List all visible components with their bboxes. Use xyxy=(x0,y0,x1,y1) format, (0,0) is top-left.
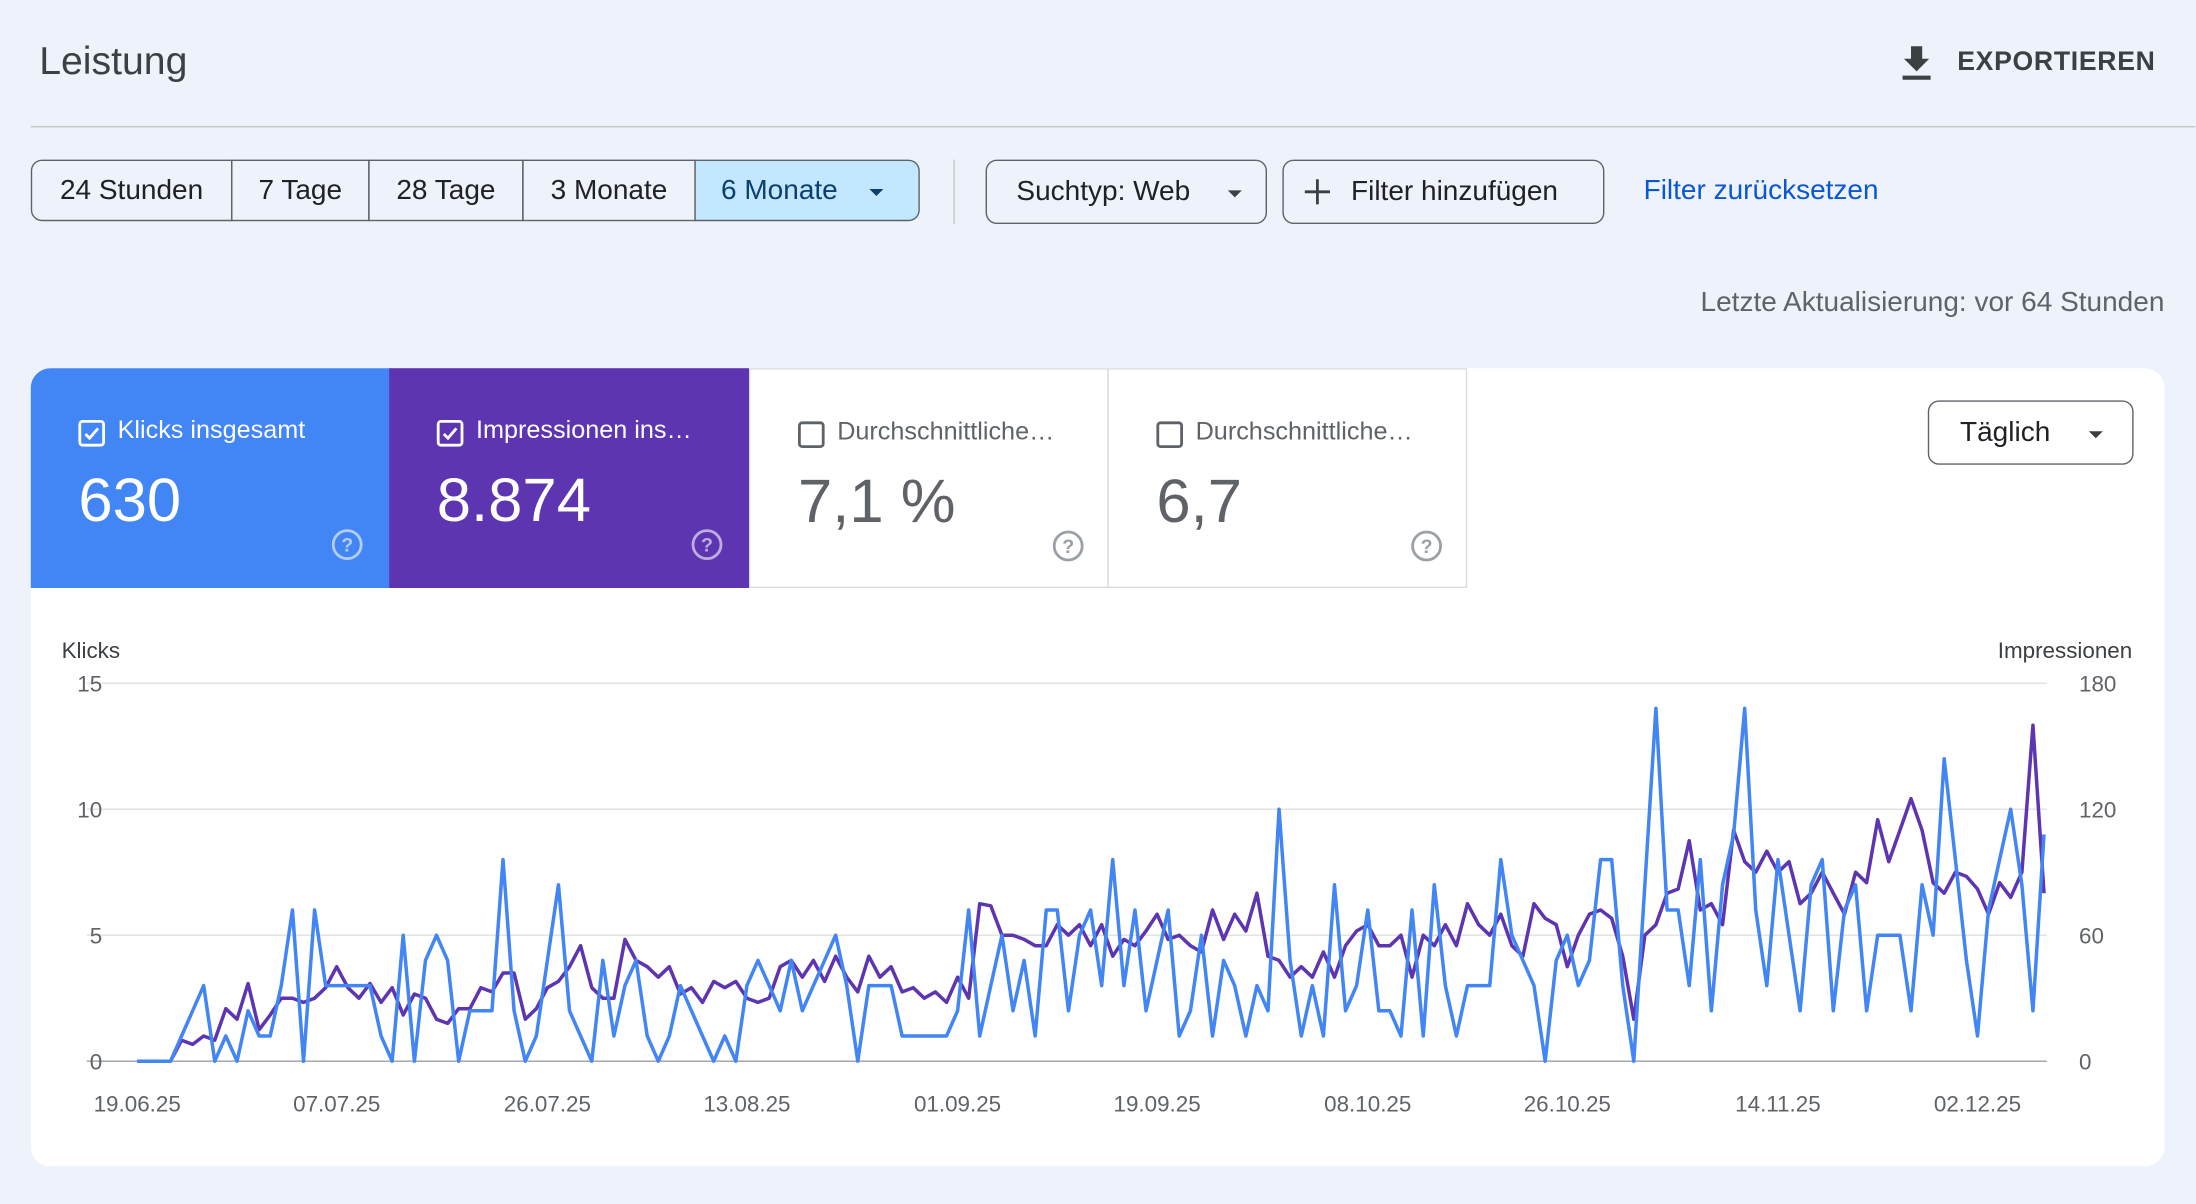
x-tick-label: 01.09.25 xyxy=(914,1092,1001,1117)
metric-label: Impressionen ins… xyxy=(476,415,692,444)
metric-card[interactable]: Durchschnittliche… 7,1 % ? xyxy=(749,368,1109,588)
range-button[interactable]: 24 Stunden xyxy=(30,159,233,222)
metric-value: 6,7 xyxy=(1156,467,1243,537)
search-type-label: Suchtyp: Web xyxy=(1016,176,1191,208)
y-tick-label: 5 xyxy=(90,924,102,949)
metric-label: Durchschnittliche… xyxy=(837,417,1055,446)
reset-filters-link[interactable]: Filter zurücksetzen xyxy=(1643,175,1879,206)
y-tick-label: 10 xyxy=(77,798,102,823)
series-line xyxy=(137,723,2046,1063)
help-icon[interactable]: ? xyxy=(1051,529,1085,563)
x-tick-label: 14.11.25 xyxy=(1735,1092,1821,1117)
plus-icon xyxy=(1304,179,1331,205)
x-tick-label: 26.10.25 xyxy=(1524,1092,1611,1117)
search-type-button[interactable]: Suchtyp: Web xyxy=(985,159,1267,224)
add-filter-label: Filter hinzufügen xyxy=(1351,176,1559,208)
y2-axis-title: Impressionen xyxy=(1998,638,2132,663)
checkbox xyxy=(436,420,464,447)
range-button-active[interactable]: 6 Monate xyxy=(694,159,920,222)
metric-value: 630 xyxy=(78,466,182,535)
dropdown-arrow xyxy=(869,189,884,196)
granularity-label: Täglich xyxy=(1960,417,2051,448)
metric-card[interactable]: Klicks insgesamt 630 ? xyxy=(30,368,391,588)
range-button[interactable]: 7 Tage xyxy=(231,159,370,222)
y-axis-title: Klicks xyxy=(62,638,120,663)
svg-text:?: ? xyxy=(701,535,713,557)
granularity-button[interactable]: Täglich xyxy=(1927,400,2134,465)
x-tick-label: 26.07.25 xyxy=(504,1092,591,1117)
metric-value: 8.874 xyxy=(436,466,591,535)
svg-text:?: ? xyxy=(1421,536,1433,558)
divider xyxy=(30,126,2196,128)
help-icon[interactable]: ? xyxy=(1410,529,1444,563)
y2-tick-label: 120 xyxy=(2079,798,2116,823)
metric-label: Klicks insgesamt xyxy=(117,415,306,444)
y-tick-label: 15 xyxy=(77,672,102,697)
dropdown-arrow xyxy=(2088,431,2103,439)
x-tick-label: 13.08.25 xyxy=(703,1092,790,1117)
series-line xyxy=(137,706,2046,1063)
y2-tick-label: 180 xyxy=(2079,672,2116,697)
dropdown-arrow xyxy=(1227,190,1242,198)
x-tick-label: 19.09.25 xyxy=(1114,1092,1201,1117)
download-icon xyxy=(1902,46,1931,80)
y2-tick-label: 0 xyxy=(2079,1050,2091,1075)
last-update: Letzte Aktualisierung: vor 64 Stunden xyxy=(1700,287,2165,318)
separator xyxy=(953,159,955,224)
y-tick-label: 0 xyxy=(90,1050,102,1075)
x-tick-label: 08.10.25 xyxy=(1324,1092,1411,1117)
metric-label: Durchschnittliche… xyxy=(1195,417,1413,446)
help-icon[interactable]: ? xyxy=(330,528,364,562)
svg-text:?: ? xyxy=(1062,536,1074,558)
checkbox xyxy=(797,421,825,448)
add-filter-button[interactable]: Filter hinzufügen xyxy=(1282,159,1605,224)
range-button[interactable]: 28 Tage xyxy=(368,159,524,222)
page-title: Leistung xyxy=(39,39,188,83)
help-icon[interactable]: ? xyxy=(690,528,724,562)
y2-tick-label: 60 xyxy=(2079,924,2104,949)
metric-card[interactable]: Durchschnittliche… 6,7 ? xyxy=(1107,368,1468,588)
x-tick-label: 07.07.25 xyxy=(293,1092,380,1117)
x-tick-label: 02.12.25 xyxy=(1934,1092,2021,1117)
checkbox xyxy=(1156,421,1183,448)
range-label: 6 Monate xyxy=(721,175,838,206)
export-label: EXPORTIEREN xyxy=(1957,47,2156,77)
metric-value: 7,1 % xyxy=(798,467,956,537)
x-tick-label: 19.06.25 xyxy=(94,1092,181,1117)
svg-text:?: ? xyxy=(341,535,353,557)
checkbox xyxy=(78,420,105,447)
metric-card[interactable]: Impressionen ins… 8.874 ? xyxy=(389,368,749,588)
